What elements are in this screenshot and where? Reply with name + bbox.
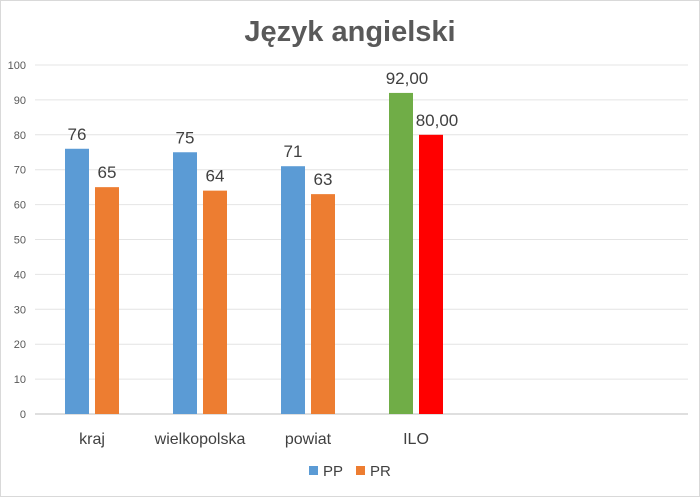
bar-pr-0 [95,187,119,414]
y-tick-label: 60 [14,200,26,212]
y-tick-label: 50 [14,235,26,247]
y-tick-label: 0 [20,409,26,421]
x-axis-categories: kraj wielkopolska powiat ILO [79,431,429,448]
y-tick-label: 30 [14,304,26,316]
legend-label-pp: PP [323,463,343,480]
data-label: 80,00 [416,111,459,130]
data-label: 76 [68,125,87,144]
bar-pr-3 [419,134,443,415]
legend-label-pr: PR [370,463,391,480]
y-tick-label: 90 [14,95,26,107]
y-tick-label: 100 [8,60,26,72]
bars [65,92,443,415]
x-category-label: powiat [285,431,332,448]
bar-pr-2 [311,194,335,414]
bar-pp-3 [389,92,413,415]
legend: PP PR [309,463,391,480]
data-label: 65 [98,163,117,182]
data-label: 63 [314,170,333,189]
y-axis-ticks: 0 10 20 30 40 50 60 70 80 90 100 [8,60,26,421]
x-category-label: wielkopolska [154,431,246,448]
gridlines [35,64,688,415]
data-label: 71 [284,142,303,161]
legend-swatch-pp [309,466,318,475]
bar-pp-0 [65,148,89,414]
y-tick-label: 80 [14,130,26,142]
y-tick-label: 20 [14,339,26,351]
x-category-label: ILO [403,431,429,448]
bar-pp-1 [173,152,197,414]
bar-pp-2 [281,166,305,414]
data-labels: 76 65 75 64 71 63 92,00 80,00 [68,69,459,189]
data-label: 92,00 [386,69,429,88]
y-tick-label: 40 [14,269,26,281]
y-tick-label: 10 [14,374,26,386]
x-category-label: kraj [79,431,105,448]
y-tick-label: 70 [14,165,26,177]
data-label: 75 [176,128,195,147]
data-label: 64 [206,167,225,186]
bar-pr-1 [203,190,227,414]
legend-swatch-pr [356,466,365,475]
chart-title: Język angielski [244,16,455,48]
